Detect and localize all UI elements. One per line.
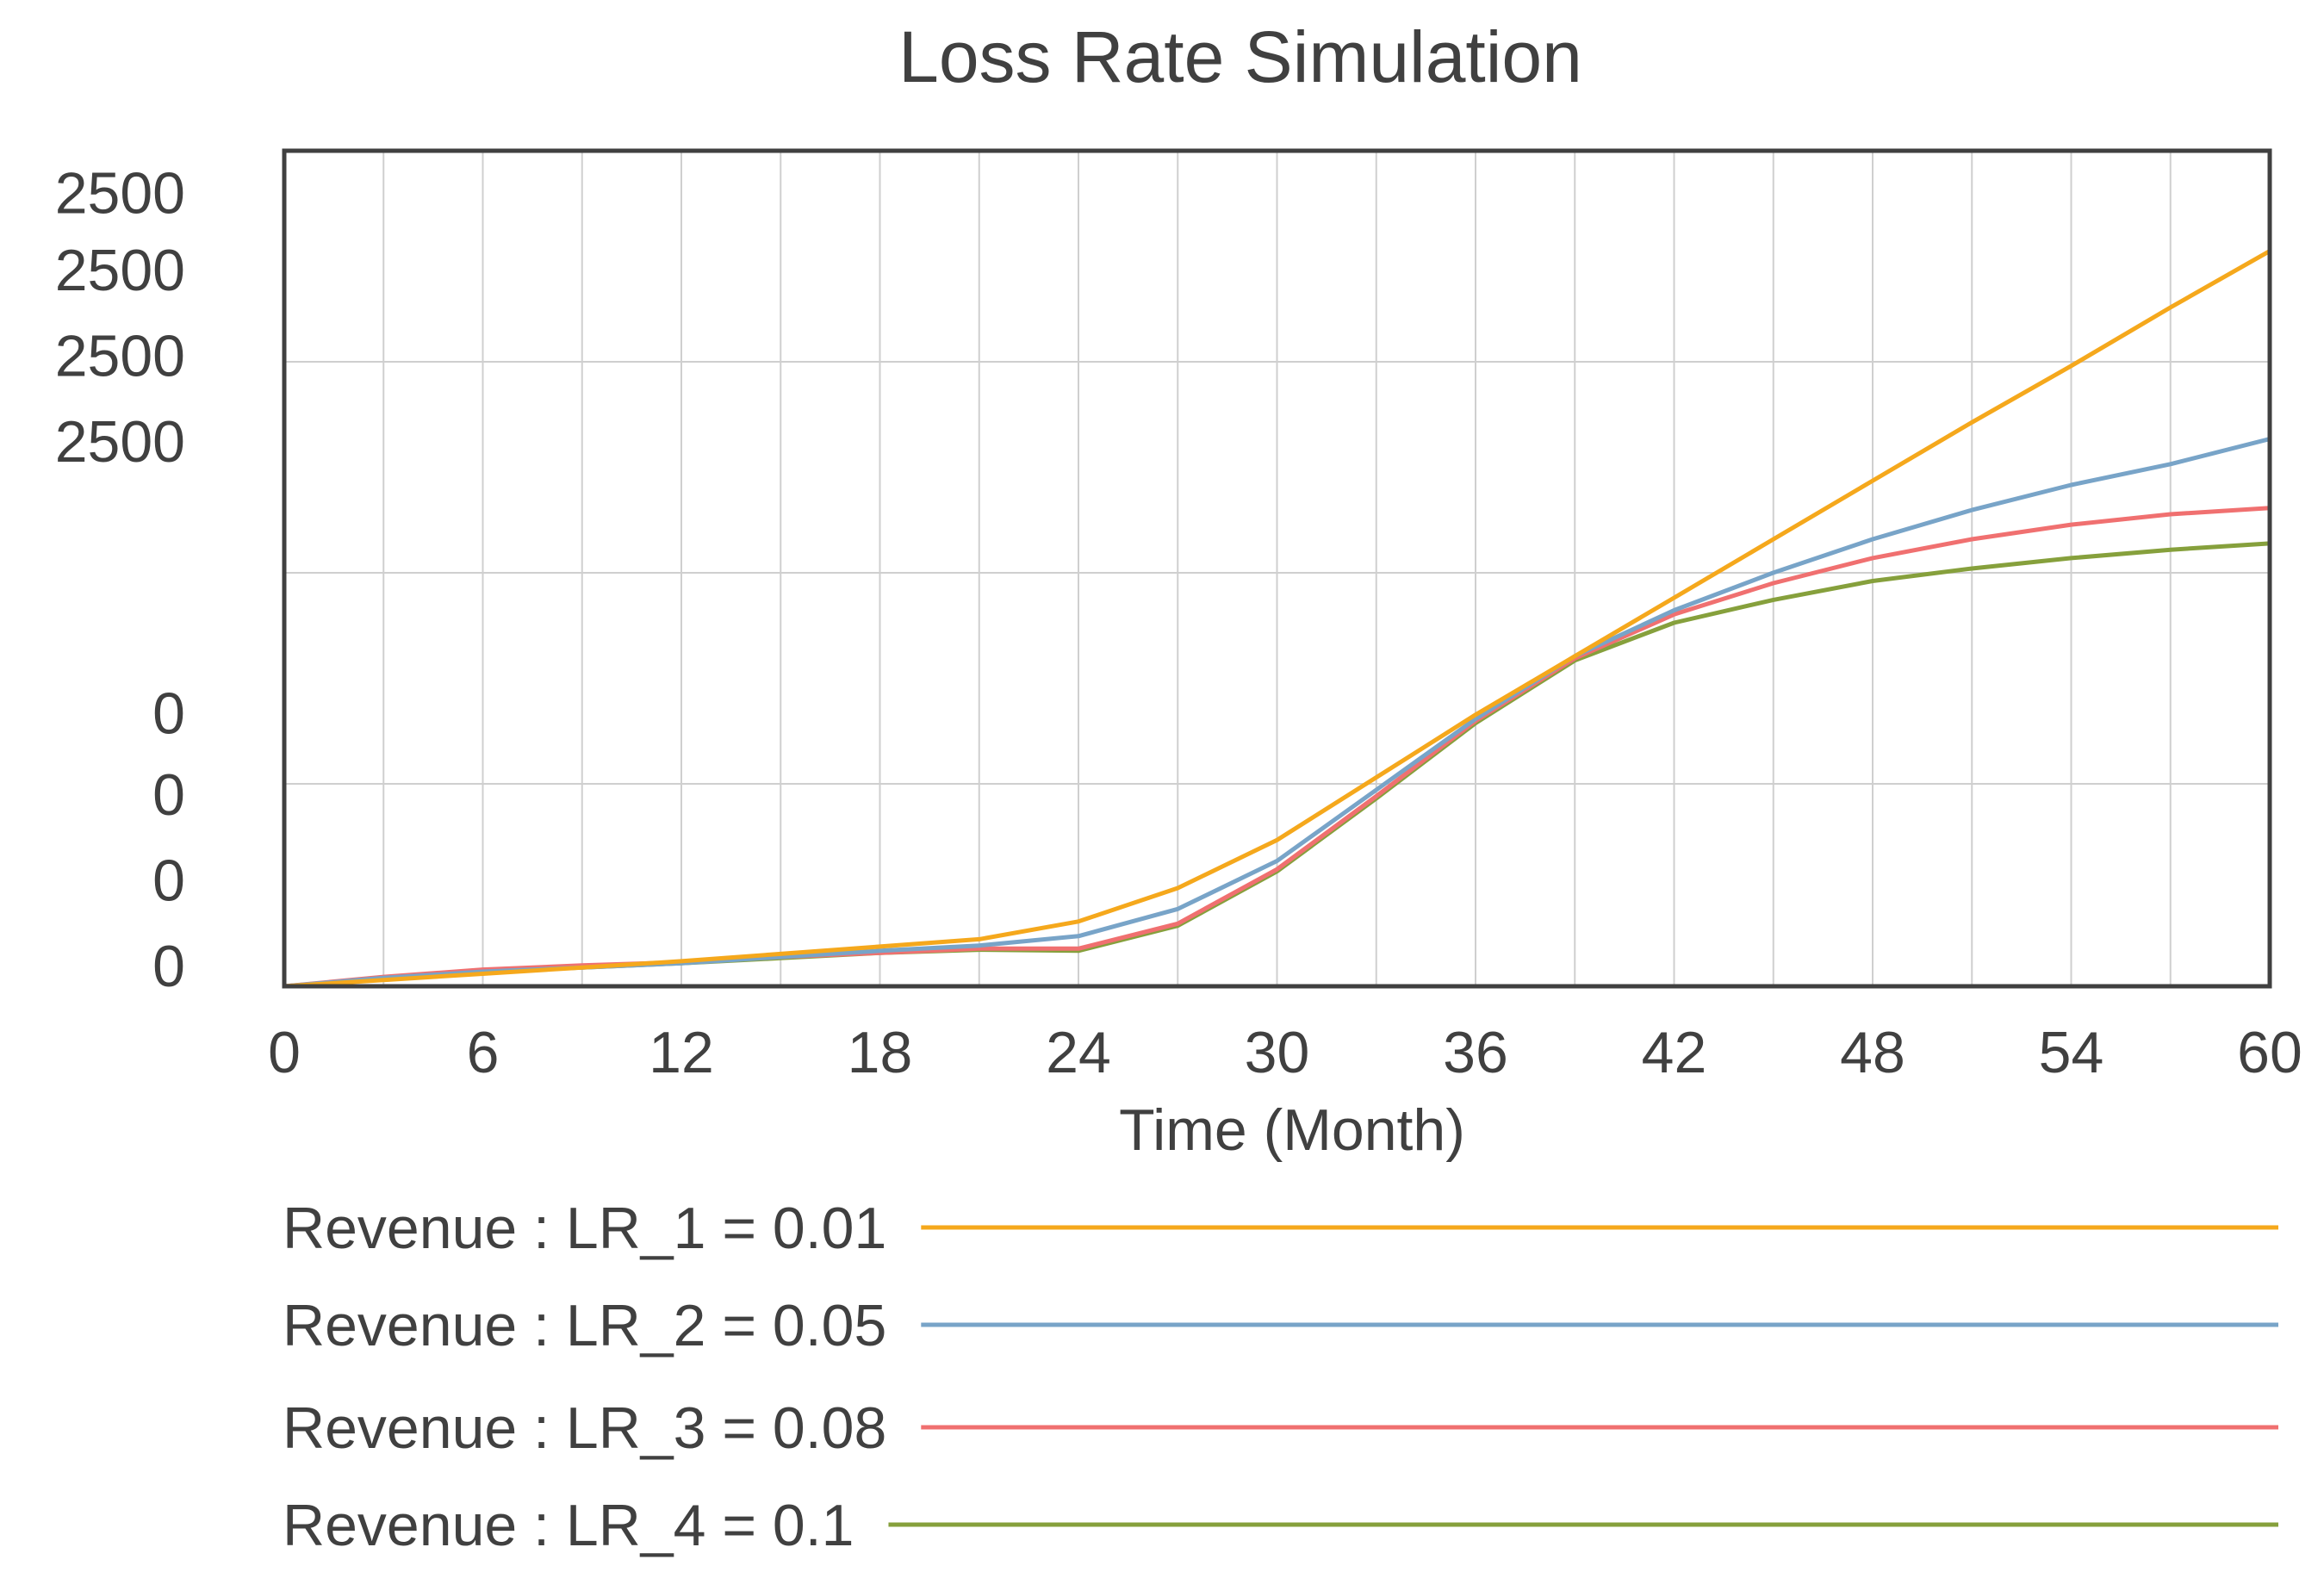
x-axis-title: Time (Month): [1119, 1097, 1465, 1163]
x-tick-label: 6: [467, 1020, 500, 1085]
legend: Revenue : LR_1 = 0.01 Revenue : LR_2 = 0.…: [283, 1196, 2278, 1558]
x-tick-label: 24: [1046, 1020, 1111, 1085]
y-tick-label: 2500: [55, 238, 185, 303]
legend-label: Revenue : LR_4 = 0.1: [283, 1493, 854, 1558]
x-tick-label: 18: [848, 1020, 913, 1085]
grid-lines: [284, 151, 2270, 986]
x-tick-label: 0: [268, 1020, 301, 1085]
legend-label: Revenue : LR_2 = 0.05: [283, 1293, 886, 1358]
y-tick-label: 0: [152, 762, 185, 828]
legend-label: Revenue : LR_1 = 0.01: [283, 1196, 886, 1261]
x-tick-label: 42: [1642, 1020, 1707, 1085]
y-tick-label: 0: [152, 934, 185, 999]
plot-frame: [282, 148, 2272, 989]
x-tick-label: 60: [2237, 1020, 2302, 1085]
x-tick-label: 36: [1443, 1020, 1508, 1085]
y-tick-labels: 2500 2500 2500 2500 0 0 0 0: [55, 161, 185, 999]
legend-label: Revenue : LR_3 = 0.08: [283, 1395, 886, 1461]
y-tick-label: 2500: [55, 324, 185, 389]
y-tick-label: 0: [152, 848, 185, 913]
x-tick-label: 30: [1245, 1020, 1310, 1085]
series-line: [282, 248, 2272, 989]
chart-title: Loss Rate Simulation: [898, 16, 1582, 97]
y-tick-label: 2500: [55, 409, 185, 475]
y-tick-label: 2500: [55, 161, 185, 227]
x-tick-label: 54: [2039, 1020, 2104, 1085]
x-tick-label: 48: [1840, 1020, 1905, 1085]
series-layer: [282, 248, 2272, 989]
x-tick-labels: 0 6 12 18 24 30 36 42 48 54 60: [268, 1020, 2302, 1085]
y-tick-label: 0: [152, 680, 185, 746]
x-tick-label: 12: [649, 1020, 714, 1085]
